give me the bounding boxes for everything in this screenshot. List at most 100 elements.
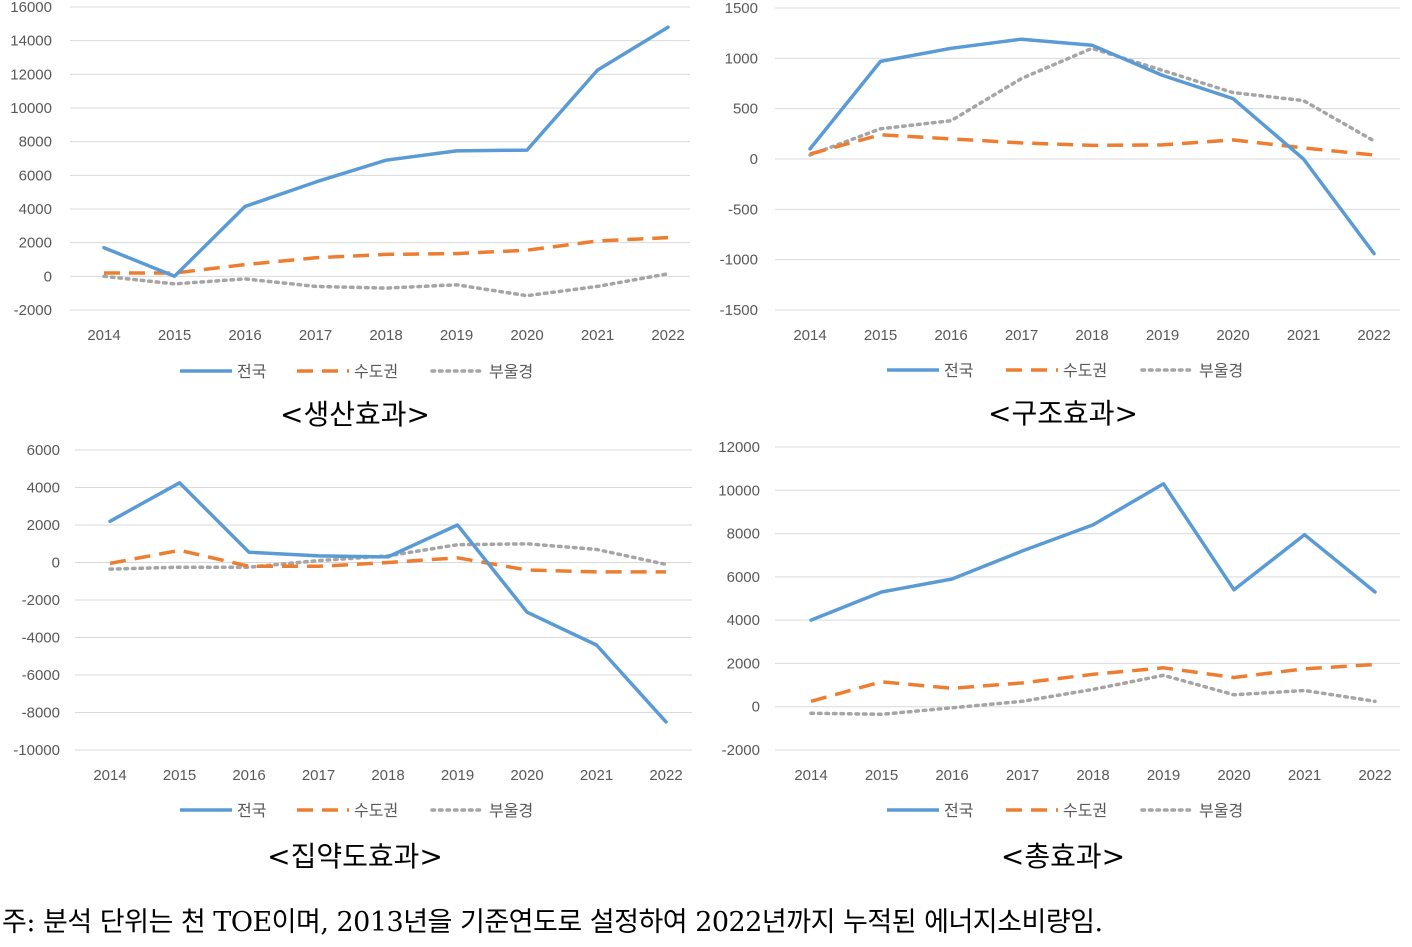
legend-label-bug: 부울경 — [489, 362, 533, 381]
y-tick-label: 0 — [52, 555, 60, 572]
x-tick-label: 2016 — [935, 767, 968, 784]
y-tick-label: 0 — [44, 268, 52, 285]
data-point-capital — [1303, 667, 1306, 670]
data-point-bug — [1092, 688, 1095, 691]
x-tick-label: 2015 — [163, 767, 196, 784]
x-tick-label: 2020 — [510, 767, 543, 784]
data-point-capital — [1161, 143, 1164, 146]
y-tick-label: 8000 — [19, 134, 52, 151]
series-line-bug — [102, 272, 670, 298]
data-point-nation — [456, 524, 459, 527]
data-point-nation — [1020, 38, 1023, 41]
data-point-bug — [810, 712, 813, 715]
y-tick-label: -10000 — [13, 742, 60, 759]
data-point-capital — [455, 252, 458, 255]
data-point-capital — [1302, 146, 1305, 149]
data-point-nation — [1092, 523, 1095, 526]
x-tick-label: 2017 — [1005, 327, 1038, 344]
chart-caption: <집약도효과> — [267, 840, 443, 873]
data-point-bug — [665, 563, 668, 566]
chart-caption: <생산효과> — [280, 398, 430, 431]
data-point-nation — [950, 47, 953, 50]
y-tick-label: 6000 — [27, 442, 60, 459]
series-line-nation — [809, 482, 1377, 622]
data-point-bug — [1373, 139, 1376, 142]
x-tick-label: 2019 — [441, 767, 474, 784]
y-tick-label: 4000 — [727, 612, 760, 629]
data-point-nation — [1232, 97, 1235, 100]
y-tick-label: 1500 — [725, 0, 758, 17]
x-tick-label: 2014 — [93, 767, 126, 784]
data-point-capital — [526, 249, 529, 252]
series-line-capital — [109, 548, 666, 574]
chart-panel-1: 16000 14000 12000 10000 8000 6000 4000 2000 0 -20… — [10, 0, 690, 431]
series-line-nation — [108, 481, 668, 724]
y-tick-label: 500 — [733, 101, 758, 118]
y-tick-label: 14000 — [10, 33, 52, 50]
legend-label-bug: 부울경 — [489, 801, 533, 820]
y-tick-label: 10000 — [10, 100, 52, 117]
data-point-nation — [314, 181, 317, 184]
x-tick-label: 2019 — [1147, 767, 1180, 784]
y-tick-label: 2000 — [19, 235, 52, 252]
data-point-nation — [879, 60, 882, 63]
chart-panel-3: 6000 4000 2000 0 -2000 -4000 -6000 -8000 -10000 2… — [13, 442, 692, 873]
y-tick-label: 1000 — [725, 50, 758, 67]
data-point-nation — [178, 481, 181, 484]
data-point-capital — [244, 263, 247, 266]
x-tick-label: 2014 — [87, 327, 120, 344]
y-tick-label: 6000 — [19, 167, 52, 184]
x-tick-label: 2014 — [793, 327, 826, 344]
data-point-bug — [1020, 77, 1023, 80]
data-point-capital — [1020, 141, 1023, 144]
data-point-bug — [1232, 91, 1235, 94]
x-tick-label: 2021 — [581, 327, 614, 344]
data-point-capital — [595, 570, 598, 573]
data-point-nation — [1373, 252, 1376, 255]
data-point-capital — [109, 562, 112, 565]
y-tick-label: -1000 — [720, 252, 758, 269]
x-tick-label: 2022 — [1358, 767, 1391, 784]
footnote: 주: 분석 단위는 천 TOE이며, 2013년을 기준연도로 설정하여 202… — [2, 907, 1103, 938]
y-tick-label: -4000 — [22, 630, 60, 647]
data-point-bug — [526, 294, 529, 297]
legend-label-nation: 전국 — [237, 801, 266, 820]
data-point-capital — [526, 569, 529, 572]
data-point-bug — [385, 287, 388, 290]
legend-label-nation: 전국 — [237, 362, 266, 381]
series-line-capital — [809, 133, 1375, 157]
legend-label-nation: 전국 — [944, 801, 973, 820]
data-point-bug — [1162, 674, 1165, 677]
data-point-capital — [880, 680, 883, 683]
y-tick-label: -1500 — [720, 302, 758, 319]
x-tick-label: 2018 — [1075, 327, 1108, 344]
x-tick-label: 2020 — [1217, 767, 1250, 784]
legend-label-bug: 부울경 — [1199, 801, 1243, 820]
data-point-nation — [595, 644, 598, 647]
data-point-bug — [1303, 689, 1306, 692]
data-point-capital — [1162, 666, 1165, 669]
data-point-nation — [455, 149, 458, 152]
x-tick-label: 2016 — [232, 767, 265, 784]
y-tick-label: 10000 — [718, 482, 760, 499]
data-point-capital — [314, 256, 317, 259]
series-line-nation — [808, 37, 1376, 256]
x-tick-label: 2020 — [1216, 327, 1249, 344]
data-point-nation — [951, 578, 954, 581]
legend-label-bug: 부울경 — [1199, 361, 1243, 380]
data-point-nation — [244, 205, 247, 208]
data-point-capital — [665, 570, 668, 573]
data-point-capital — [810, 700, 813, 703]
y-tick-label: 4000 — [27, 480, 60, 497]
y-tick-label: -2000 — [14, 302, 52, 319]
series-line-bug — [808, 46, 1376, 157]
x-tick-label: 2015 — [158, 327, 191, 344]
data-point-nation — [880, 591, 883, 594]
data-point-bug — [667, 272, 670, 275]
y-tick-label: -6000 — [22, 667, 60, 684]
y-tick-label: 8000 — [727, 526, 760, 543]
data-point-capital — [456, 556, 459, 559]
data-point-bug — [1161, 69, 1164, 72]
data-point-nation — [809, 147, 812, 150]
data-point-bug — [879, 127, 882, 130]
